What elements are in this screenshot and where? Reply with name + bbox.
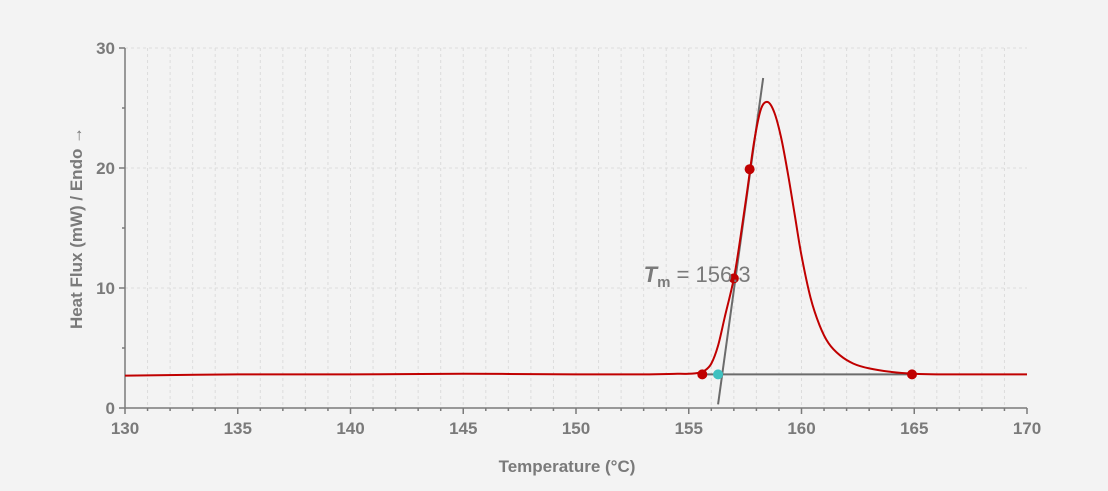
data-marker [728,273,739,284]
x-tick-label: 155 [675,419,703,438]
x-tick-label: 165 [900,419,928,438]
onset-marker [713,369,724,380]
x-tick-label: 130 [111,419,139,438]
x-tick-label: 135 [224,419,252,438]
x-tick-label: 140 [336,419,364,438]
data-marker [906,369,917,380]
data-marker [697,369,708,380]
grid [125,47,1027,408]
y-tick-label: 10 [96,279,115,298]
annotation-symbol: T [644,262,659,287]
plot-area [124,77,1027,405]
annotation-value: = 156.3 [670,262,750,287]
data-marker [744,164,755,175]
ticks: 130 135 140 145 150 155 160 165 170 0 10 20 30 [96,39,1041,438]
x-tick-label: 170 [1013,419,1041,438]
x-tick-label: 145 [449,419,477,438]
heat-flux-curve [124,100,1027,377]
x-axis-title: Temperature (°C) [499,457,636,476]
y-tick-label: 20 [96,159,115,178]
annotation-subscript: m [657,274,670,291]
y-axis-title: Heat Flux (mW) / Endo → [67,127,86,329]
y-tick-label: 0 [106,399,115,418]
x-tick-label: 150 [562,419,590,438]
x-tick-label: 160 [787,419,815,438]
y-tick-label: 30 [96,39,115,58]
melting-temperature-annotation: Tm = 156.3 [644,262,751,291]
